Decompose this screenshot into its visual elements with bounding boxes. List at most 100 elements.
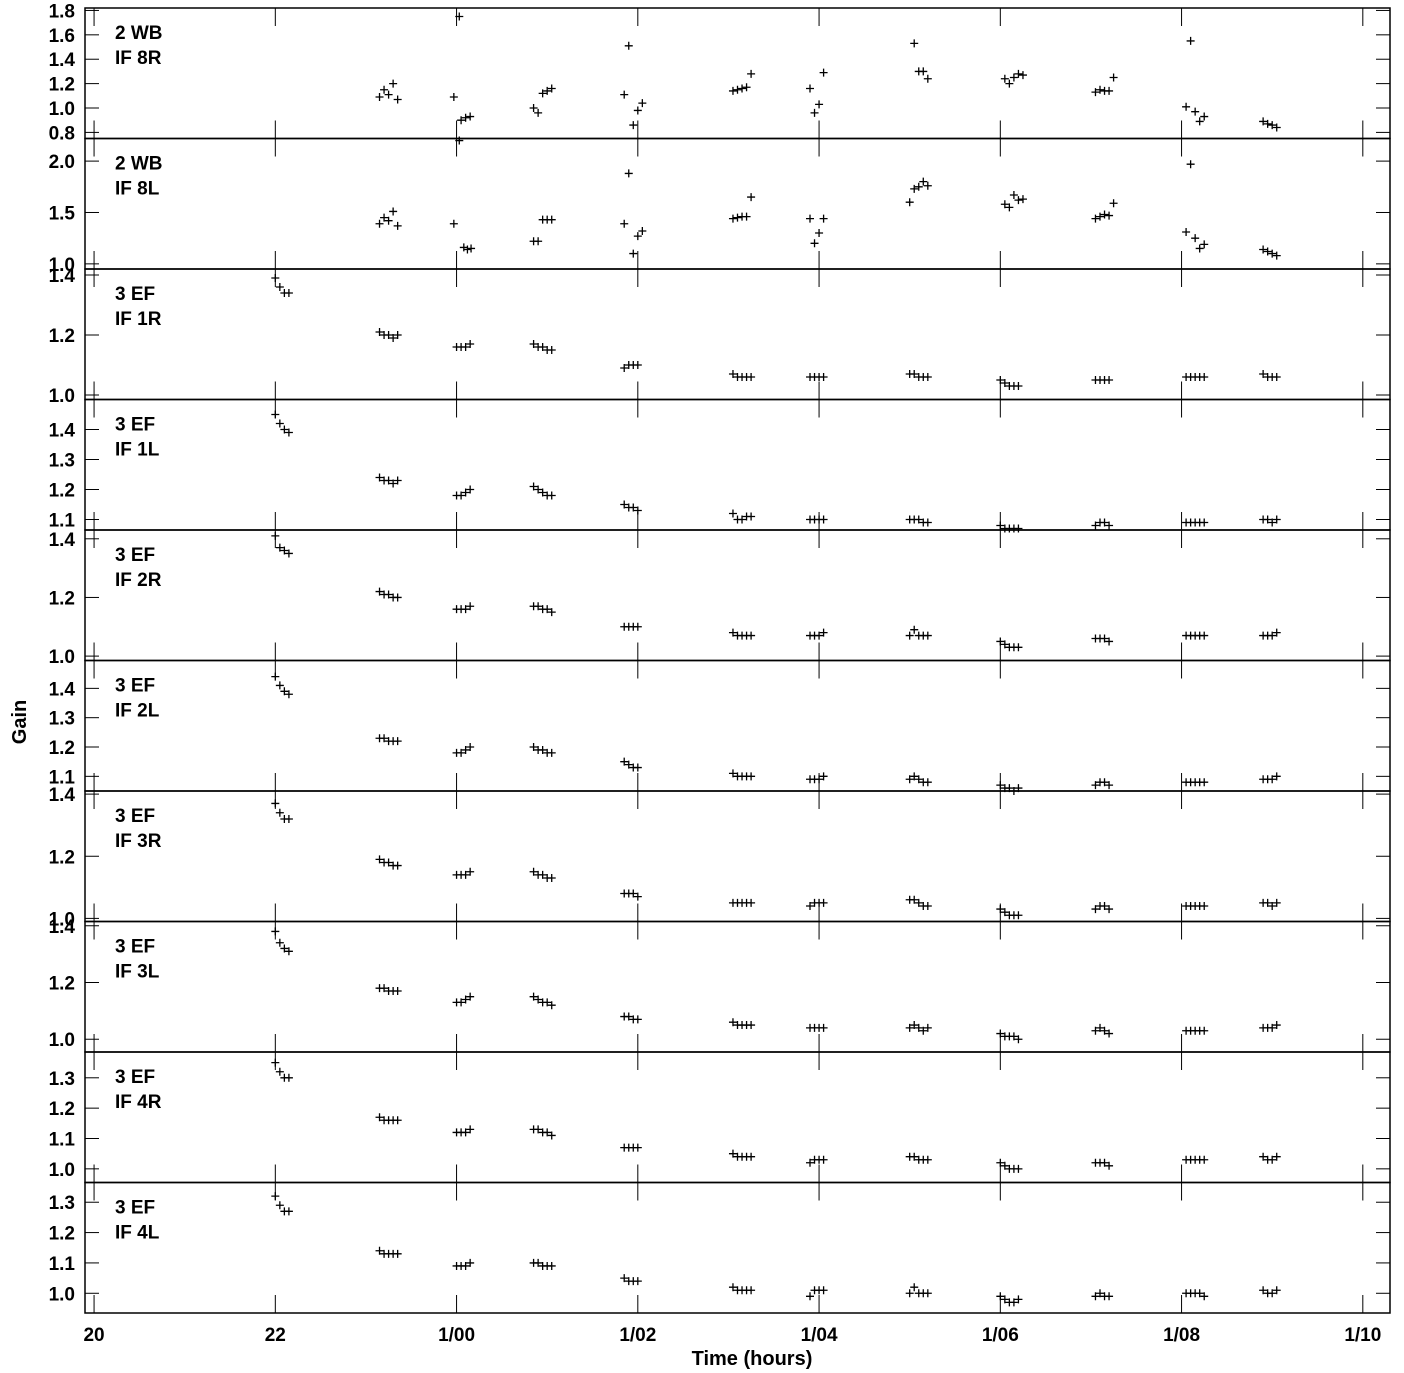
data-point bbox=[914, 1023, 923, 1032]
panel-label-if: IF 4R bbox=[115, 1092, 162, 1113]
data-point bbox=[1014, 69, 1023, 78]
data-point bbox=[747, 772, 756, 781]
data-point bbox=[819, 898, 828, 907]
x-tick-label: 1/10 bbox=[1344, 1325, 1381, 1346]
data-point bbox=[461, 605, 470, 614]
data-point bbox=[284, 289, 293, 297]
data-point bbox=[919, 177, 928, 186]
data-point bbox=[905, 198, 914, 207]
data-point bbox=[1105, 637, 1114, 646]
data-point bbox=[457, 998, 466, 1007]
data-point bbox=[810, 239, 819, 248]
data-point bbox=[910, 625, 919, 634]
data-point bbox=[543, 605, 552, 614]
y-tick-label: 1.4 bbox=[49, 266, 76, 287]
data-point bbox=[1014, 1164, 1023, 1173]
data-point bbox=[629, 249, 638, 258]
data-point bbox=[466, 340, 475, 348]
y-tick-label: 1.3 bbox=[49, 1193, 75, 1214]
y-tick-label: 1.0 bbox=[49, 255, 75, 276]
data-point bbox=[1014, 382, 1023, 390]
data-point bbox=[819, 373, 828, 381]
data-point bbox=[728, 1018, 737, 1027]
data-point bbox=[1272, 123, 1281, 132]
data-point bbox=[806, 901, 814, 910]
data-point bbox=[275, 808, 284, 817]
data-point bbox=[1009, 73, 1018, 82]
data-point bbox=[1191, 234, 1200, 243]
data-point bbox=[923, 631, 932, 640]
data-point bbox=[529, 867, 538, 876]
data-point bbox=[1100, 634, 1109, 643]
data-point bbox=[819, 628, 828, 637]
x-tick-labels: 20 22 1/00 1/02 1/04 1/06 1/08 1/10 bbox=[83, 1325, 1381, 1346]
data-point bbox=[529, 340, 538, 348]
data-point bbox=[1105, 211, 1114, 220]
y-tick-label: 1.3 bbox=[49, 451, 75, 472]
y-tick-label: 1.2 bbox=[49, 588, 75, 609]
data-point bbox=[728, 1283, 737, 1292]
panel-6: 1.1 1.2 1.3 1.4 3 EF IF 2L bbox=[49, 659, 1391, 795]
data-point bbox=[1014, 524, 1023, 533]
data-point bbox=[461, 343, 470, 351]
data-point bbox=[905, 1023, 914, 1032]
data-point bbox=[543, 86, 552, 95]
data-point bbox=[280, 944, 289, 953]
data-point bbox=[996, 376, 1005, 384]
data-point bbox=[819, 515, 828, 524]
data-point bbox=[910, 370, 919, 378]
data-point bbox=[1100, 778, 1109, 787]
data-point bbox=[375, 855, 384, 864]
data-point bbox=[547, 608, 556, 617]
panel-frame bbox=[84, 659, 1391, 792]
data-point bbox=[284, 1207, 293, 1216]
data-point bbox=[271, 672, 280, 681]
data-point bbox=[733, 85, 742, 94]
data-point bbox=[815, 775, 824, 784]
data-point bbox=[747, 631, 756, 640]
data-point bbox=[275, 1067, 284, 1076]
data-point bbox=[461, 488, 470, 497]
data-point bbox=[1268, 775, 1277, 784]
y-tick-label: 2.0 bbox=[49, 152, 75, 173]
data-point bbox=[275, 938, 284, 947]
data-point bbox=[466, 743, 475, 752]
panel-label-if: IF 4L bbox=[115, 1223, 160, 1244]
data-point bbox=[284, 690, 293, 699]
data-point bbox=[534, 1125, 543, 1134]
data-point bbox=[1272, 251, 1281, 260]
data-point bbox=[815, 100, 824, 109]
panel-label-if: IF 8L bbox=[115, 179, 160, 200]
panel-label-antenna: 2 WB bbox=[115, 23, 163, 44]
data-point bbox=[1014, 643, 1023, 652]
data-point bbox=[1272, 515, 1281, 524]
data-point bbox=[1105, 1292, 1114, 1301]
data-point bbox=[1096, 1289, 1104, 1298]
data-point bbox=[1009, 191, 1018, 200]
panel-label-if: IF 8R bbox=[115, 48, 162, 69]
data-point bbox=[384, 90, 393, 99]
data-point bbox=[1268, 631, 1277, 640]
data-point bbox=[271, 799, 280, 808]
data-point bbox=[393, 861, 402, 870]
data-point bbox=[1014, 1035, 1023, 1044]
data-point bbox=[728, 509, 737, 518]
data-point bbox=[728, 628, 737, 637]
data-point bbox=[393, 221, 402, 230]
y-tick-label: 1.4 bbox=[49, 421, 76, 442]
data-point bbox=[538, 89, 547, 98]
panel-label-antenna: 3 EF bbox=[115, 545, 155, 566]
data-point bbox=[923, 518, 932, 527]
data-point bbox=[806, 1292, 814, 1301]
data-point bbox=[1186, 160, 1195, 169]
y-tick-label: 1.0 bbox=[49, 386, 75, 407]
data-point bbox=[996, 1158, 1005, 1167]
data-point bbox=[1259, 370, 1268, 378]
data-point bbox=[633, 1277, 642, 1286]
data-point bbox=[815, 229, 824, 238]
data-point bbox=[728, 769, 737, 778]
panel-5: 1.0 1.2 1.4 3 EF IF 2R bbox=[49, 529, 1391, 668]
data-point bbox=[455, 136, 464, 145]
data-point bbox=[819, 214, 828, 223]
